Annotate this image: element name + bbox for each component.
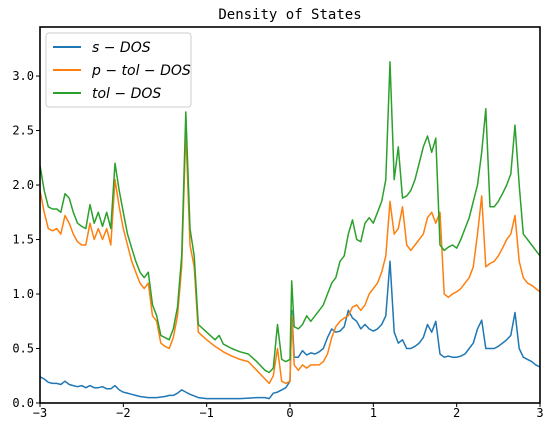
- legend-label-2: p − tol − DOS: [91, 63, 191, 79]
- legend-label-1: s − DOS: [92, 40, 151, 56]
- y-tick-label: 0.5: [12, 342, 34, 356]
- x-tick-label: 0: [286, 406, 293, 420]
- y-tick-label: 2.5: [12, 124, 34, 138]
- legend-label-3: tol − DOS: [92, 86, 161, 102]
- chart-title: Density of States: [218, 7, 361, 23]
- x-tick-label: 2: [453, 406, 460, 420]
- legend-box: [45, 32, 192, 108]
- y-tick-label: 2.0: [12, 178, 34, 192]
- y-tick-label: 1.0: [12, 287, 34, 301]
- series-layer: [39, 61, 541, 400]
- plot-frame: [39, 26, 541, 404]
- x-tick-label: −1: [199, 406, 213, 420]
- series-line-2: [39, 129, 541, 385]
- x-tick-label: 3: [536, 406, 543, 420]
- legend: s − DOS p − tol − DOS tol − DOS: [45, 32, 192, 108]
- tick-layer: −3 −2 −1 0 1 2 3 0.0 0.5 1.0 1.5 2.0 2.5 3.0: [12, 69, 543, 420]
- x-tick-label: −2: [116, 406, 130, 420]
- x-tick-label: −3: [33, 406, 47, 420]
- y-tick-label: 3.0: [12, 69, 34, 83]
- series-line-1: [39, 260, 541, 400]
- y-tick-label: 1.5: [12, 233, 34, 247]
- x-tick-label: 1: [370, 406, 377, 420]
- y-tick-label: 0.0: [12, 396, 34, 410]
- series-line-3: [39, 61, 541, 374]
